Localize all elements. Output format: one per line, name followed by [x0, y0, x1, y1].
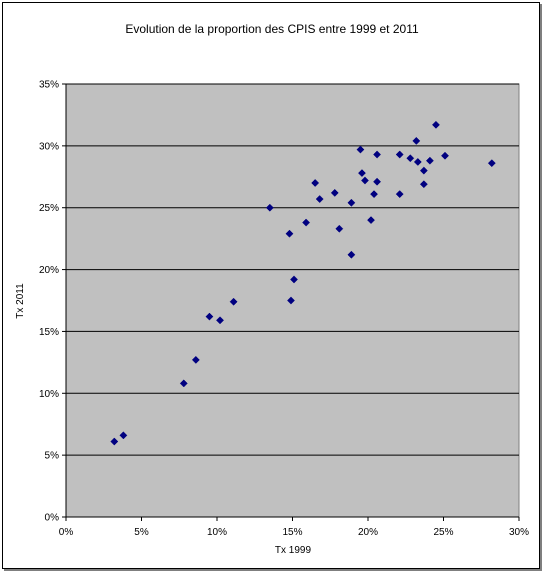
data-point	[110, 437, 119, 446]
data-point	[330, 188, 339, 197]
data-point	[395, 190, 404, 199]
y-axis-title: Tx 2011	[15, 283, 26, 319]
data-point	[395, 150, 404, 159]
data-point	[419, 180, 428, 189]
data-point	[412, 136, 421, 145]
data-point	[287, 296, 295, 305]
y-tick-labels: 0% 5% 10% 15% 20% 25% 30% 35%	[39, 80, 59, 524]
axes	[62, 83, 520, 521]
x-tick-label: 25%	[433, 527, 453, 538]
gridlines	[66, 83, 519, 456]
data-point	[335, 224, 344, 233]
data-point	[285, 229, 294, 238]
x-tick-label: 15%	[282, 527, 302, 538]
data-point	[119, 431, 128, 440]
x-axis-title: Tx 1999	[275, 545, 312, 556]
data-point	[361, 176, 369, 185]
data-point	[290, 275, 298, 284]
scatter-chart: Evolution de la proportion des CPIS entr…	[15, 22, 529, 556]
data-point	[487, 159, 496, 168]
y-tick-label: 0%	[45, 513, 60, 524]
x-tick-label: 30%	[509, 527, 529, 538]
y-tick-label: 15%	[39, 327, 59, 338]
data-point	[441, 151, 449, 160]
data-point	[431, 120, 440, 129]
data-point	[216, 316, 224, 325]
data-point	[347, 250, 356, 259]
data-points	[110, 120, 496, 446]
data-point	[373, 150, 382, 159]
x-tick-label: 5%	[134, 527, 149, 538]
data-point	[370, 190, 378, 199]
x-tick-label: 0%	[59, 527, 74, 538]
chart-frame: Evolution de la proportion des CPIS entr…	[2, 2, 540, 569]
y-tick-label: 5%	[45, 451, 60, 462]
data-point	[205, 312, 214, 321]
data-point	[311, 179, 320, 187]
data-point	[265, 203, 274, 212]
data-point	[425, 156, 434, 165]
data-point	[347, 198, 356, 207]
chart-title: Evolution de la proportion des CPIS entr…	[125, 22, 419, 36]
y-tick-label: 30%	[39, 141, 59, 152]
data-point	[419, 166, 428, 175]
data-point	[406, 154, 415, 163]
data-point	[373, 177, 382, 186]
data-point	[315, 195, 324, 204]
y-tick-label: 25%	[39, 203, 59, 214]
x-tick-label: 10%	[207, 527, 227, 538]
data-point	[191, 355, 200, 364]
y-tick-label: 20%	[39, 265, 59, 276]
data-point	[179, 379, 188, 388]
y-tick-label: 10%	[39, 389, 59, 400]
data-point	[367, 216, 375, 225]
x-tick-labels: 0% 5% 10% 15% 20% 25% 30%	[59, 527, 529, 538]
data-point	[413, 157, 422, 166]
data-point	[358, 169, 366, 178]
y-tick-label: 35%	[39, 80, 59, 91]
x-tick-label: 20%	[358, 527, 378, 538]
data-point	[229, 297, 238, 306]
data-point	[356, 145, 365, 154]
data-point	[302, 218, 311, 227]
